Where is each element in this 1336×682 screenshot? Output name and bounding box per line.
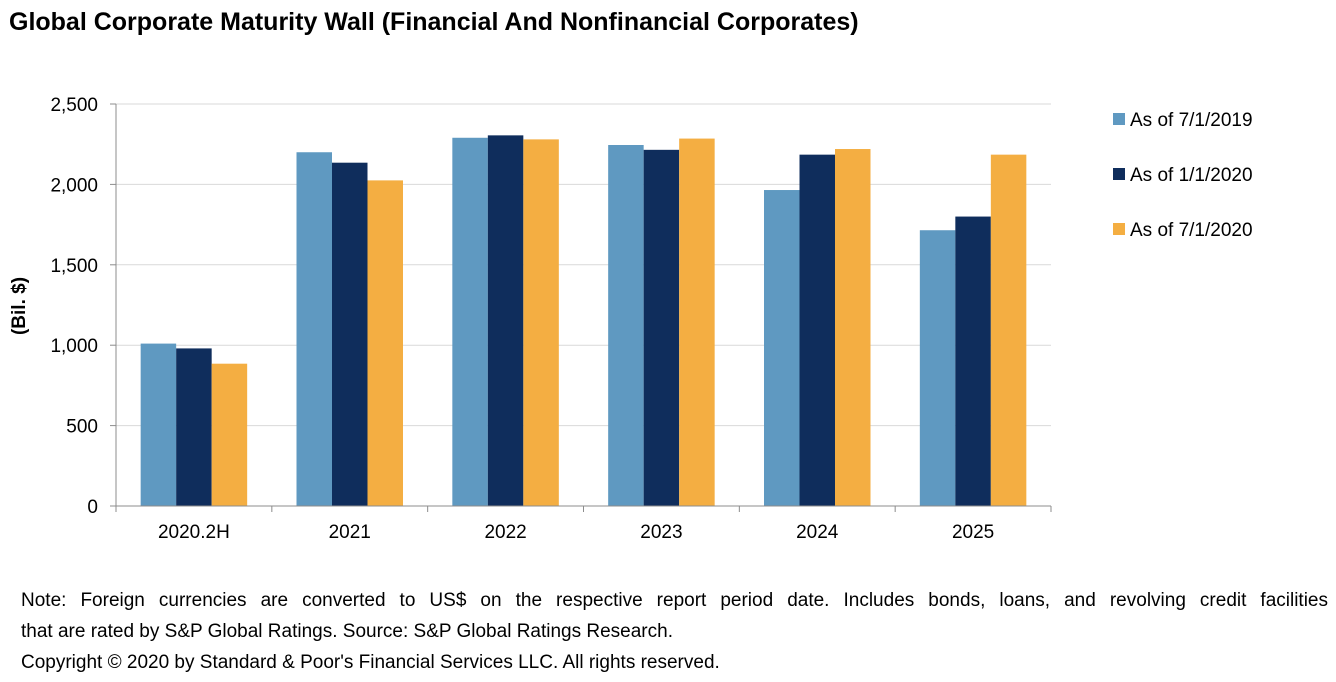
x-tick-label: 2025 [952,522,994,543]
y-tick-labels: 0 500 1,000 1,500 2,000 2,500 [50,95,98,518]
y-tick-label: 1,500 [50,256,98,277]
bar-2024-series-3 [835,149,871,507]
x-tick-label: 2024 [796,522,839,543]
y-tick-label: 1,000 [50,336,98,357]
bar-2023-series-1 [608,145,644,506]
bar-2022-series-3 [523,139,559,506]
bar-2021-series-2 [332,162,368,506]
bar-2020.2H-series-2 [176,348,212,506]
y-axis-label: (Bil. $) [9,277,30,335]
legend-swatch [1113,168,1125,180]
bar-2022-series-1 [452,137,488,506]
bar-2024-series-1 [764,190,800,506]
y-tick-label: 2,000 [50,175,98,196]
bar-2020.2H-series-3 [211,363,248,506]
copyright-text: Copyright © 2020 by Standard & Poor's Fi… [21,652,720,673]
note-line-2: that are rated by S&P Global Ratings. So… [21,621,673,642]
gridlines [116,103,1051,427]
chart-title: Global Corporate Maturity Wall (Financia… [9,8,859,36]
note-line-1: Note: Foreign currencies are converted t… [21,590,1328,611]
bar-2025-series-2 [955,216,991,506]
legend-label: As of 7/1/2020 [1130,220,1253,241]
legend-label: As of 1/1/2020 [1130,165,1253,186]
axes [110,103,1052,512]
x-tick-label: 2021 [329,522,371,543]
y-tick-label: 500 [66,417,98,438]
legend-swatch [1113,113,1125,125]
footnote: Note: Foreign currencies are converted t… [21,585,1328,678]
bar-2022-series-2 [487,135,524,506]
y-tick-label: 0 [87,497,98,518]
bar-2021-series-1 [296,152,332,507]
legend-label: As of 7/1/2019 [1130,110,1253,131]
bars [140,135,1027,507]
legend-swatch [1113,223,1125,235]
x-tick-label: 2023 [640,522,682,543]
bar-2025-series-1 [919,230,956,506]
bar-2023-series-3 [679,138,715,506]
bar-2021-series-3 [367,180,403,506]
x-tick-labels: 2020.2H 2021 2022 2023 2024 2025 [158,522,994,543]
y-tick-label: 2,500 [50,95,98,116]
bar-2020.2H-series-1 [140,343,177,506]
x-tick-label: 2020.2H [158,522,230,543]
bar-2023-series-2 [643,149,680,506]
bar-2025-series-3 [990,154,1027,507]
x-tick-label: 2022 [484,522,526,543]
bar-2024-series-2 [799,154,835,507]
legend: As of 7/1/2019 As of 1/1/2020 As of 7/1/20… [1113,110,1253,241]
